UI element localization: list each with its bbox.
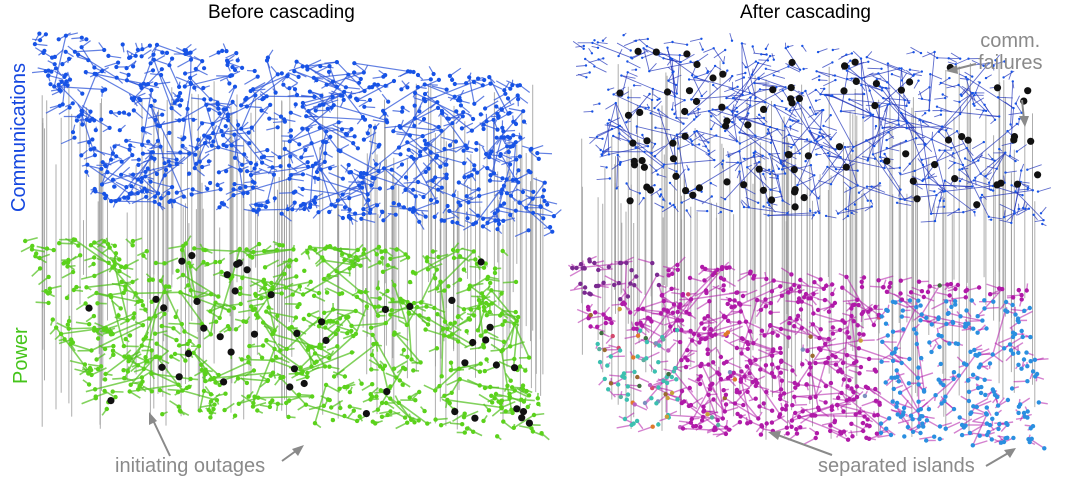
arrow-initiating-outages-left xyxy=(149,412,170,456)
label-power: Power xyxy=(10,327,33,384)
annotation-separated-islands: separated islands xyxy=(818,455,975,477)
arrow-separated-islands-left xyxy=(768,431,832,455)
annotation-comm-failures-line2: failures xyxy=(978,52,1042,74)
arrow-separated-islands-right xyxy=(986,448,1016,466)
annotation-initiating-outages: initiating outages xyxy=(115,455,265,477)
title-after: After cascading xyxy=(740,2,871,24)
communications-network-before xyxy=(32,31,561,236)
power-network-after-islands xyxy=(568,256,1048,450)
annotation-comm-failures: comm. failures xyxy=(978,30,1042,74)
label-communications: Communications xyxy=(8,63,31,212)
arrow-initiating-outages xyxy=(282,445,304,461)
panel-before-cascading xyxy=(21,31,561,439)
panel-after-cascading xyxy=(568,33,1051,450)
title-before: Before cascading xyxy=(208,2,355,24)
annotation-comm-failures-line1: comm. xyxy=(978,30,1042,52)
